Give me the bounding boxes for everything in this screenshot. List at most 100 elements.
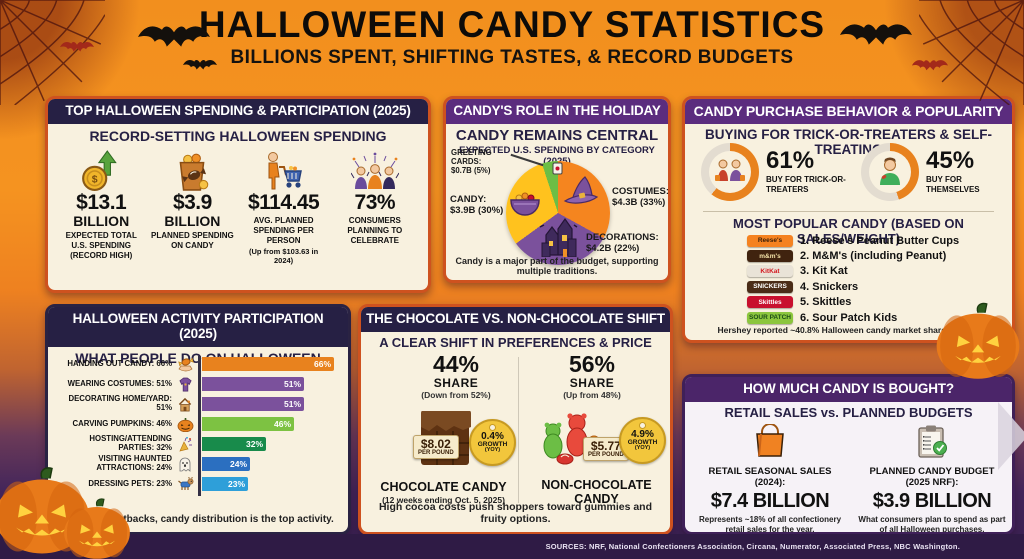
retail-sales-desc: Represents ~18% of all confectionery ret…: [698, 514, 842, 534]
stat-candy-spending: $3.9 BILLION PLANNED SPENDING ON CANDY: [149, 148, 235, 265]
bar-fill: 46%: [202, 417, 294, 431]
bar-row: DRESSING PETS: 23% 23%: [54, 474, 342, 494]
activity-caption: Even with cutbacks, candy distribution i…: [62, 514, 334, 525]
chocolate-column: 44% SHARE (Down from 52%): [397, 353, 515, 401]
bar-row: WEARING COSTUMES: 51% 51%: [54, 374, 342, 394]
pie-label-name: GREETING CARDS:: [451, 148, 492, 166]
trick-or-treaters-icon: [715, 159, 745, 181]
pie-label-costumes: COSTUMES: $4.3B (33%): [612, 186, 669, 209]
candy-bag-icon: [179, 153, 209, 191]
stat-value: 73%: [354, 190, 396, 214]
mms-brand-chip: m&m's: [747, 250, 793, 263]
stat-value: $3.9: [172, 190, 212, 214]
page-title: HALLOWEEN CANDY STATISTICS: [198, 4, 826, 45]
sources-bar: SOURCES: NRF, National Confectioners Ass…: [0, 534, 1024, 559]
bar-row: CARVING PUMPKINS: 46% 46%: [54, 414, 342, 434]
popular-candy-list: Reese's 1. Reese's Peanut Butter Cups m&m…: [685, 233, 1012, 325]
page-title-block: HALLOWEEN CANDY STATISTICS BILLIONS SPEN…: [0, 4, 1024, 69]
bar-row: VISITING HAUNTED ATTRACTIONS: 24% 24%: [54, 454, 342, 474]
donut-label: BUY FOR THEMSELVES: [926, 175, 980, 194]
donut-self-treating: 45% BUY FOR THEMSELVES: [861, 143, 1006, 201]
snickers-brand-chip: SNICKERS: [747, 280, 793, 293]
bar-value: 23%: [227, 479, 245, 489]
spending-stats: $ $13.1 BILLION EXPECTED TOTAL U.S. SPEN…: [48, 144, 428, 265]
chocolate-change: (Down from 52%): [421, 390, 491, 400]
sour-patch-brand-chip: SOUR PATCH: [747, 311, 793, 324]
house-decor-icon: [178, 397, 192, 411]
list-item: SNICKERS 4. Snickers: [685, 279, 1012, 294]
growth-word: GROWTH: [477, 440, 508, 448]
stat-total-spending: $ $13.1 BILLION EXPECTED TOTAL U.S. SPEN…: [58, 148, 144, 265]
panel-spending-header: TOP HALLOWEEN SPENDING & PARTICIPATION (…: [48, 99, 428, 124]
bar-fill: 51%: [202, 377, 304, 391]
popular-candy-title: MOST POPULAR CANDY (BASED ON SALES/WEIGH…: [733, 216, 964, 246]
panel-activity: HALLOWEEN ACTIVITY PARTICIPATION (2025) …: [45, 304, 351, 535]
panel-behavior-header: CANDY PURCHASE BEHAVIOR & POPULARITY: [685, 99, 1012, 125]
growth-pct: 4.9%: [631, 428, 654, 440]
shift-subheader: A CLEAR SHIFT IN PREFERENCES & PRICE: [379, 334, 652, 350]
chocolate-name-block: CHOCOLATE CANDY (12 weeks ending Oct. 5,…: [371, 480, 516, 505]
bar-value: 46%: [273, 419, 291, 429]
chocolate-price-unit: PER POUND: [418, 450, 454, 456]
chocolate-price-badge: $8.02 PER POUND: [413, 435, 459, 459]
pie-label-value: $4.3B (33%): [612, 196, 666, 208]
celebration-group-icon: [350, 152, 399, 189]
chocolate-name: CHOCOLATE CANDY: [380, 480, 507, 494]
haunted-house-icon: [539, 217, 578, 257]
stat-label: EXPECTED TOTAL U.S. SPENDING (RECORD HIG…: [65, 230, 137, 260]
planned-budget-title: PLANNED CANDY BUDGET (2025 NRF):: [869, 466, 995, 489]
candy-rank-text: 4. Snickers: [800, 280, 859, 293]
panel-chocolate-shift: THE CHOCOLATE VS. NON-CHOCOLATE SHIFT A …: [358, 304, 673, 535]
bar-value: 24%: [229, 459, 247, 469]
non-chocolate-price-unit: PER POUND: [588, 452, 624, 458]
svg-text:$: $: [92, 173, 98, 185]
chocolate-price: $8.02: [420, 437, 451, 451]
ghost-icon: [179, 457, 191, 472]
list-item: Skittles 5. Skittles: [685, 295, 1012, 310]
pie-label-value: $0.7B (5%): [451, 165, 491, 175]
shift-divider: [518, 357, 519, 503]
chocolate-period: (12 weeks ending Oct. 5, 2025): [382, 494, 505, 505]
retail-sales-column: RETAIL SEASONAL SALES (2024): $7.4 BILLI…: [695, 423, 845, 534]
growth-note: (YOY): [634, 445, 651, 451]
non-chocolate-name-block: NON-CHOCOLATE CANDY: [529, 478, 664, 507]
donut-ring-trick-or-treaters: [701, 143, 759, 201]
clipboard-check-icon: [918, 425, 947, 458]
party-icon: [179, 436, 192, 452]
panel-shift-header: THE CHOCOLATE VS. NON-CHOCOLATE SHIFT: [361, 307, 670, 332]
bar-fill: 51%: [202, 397, 304, 411]
growth-pct: 0.4%: [481, 430, 504, 442]
list-item: m&m's 2. M&M's (including Peanut): [685, 248, 1012, 263]
candy-rank-text: 6. Sour Patch Kids: [800, 311, 898, 324]
panel-candy-role-header: CANDY'S ROLE IN THE HOLIDAY: [446, 99, 668, 124]
pie-label-name: CANDY:: [450, 194, 487, 205]
candy-hand-icon: [177, 357, 194, 371]
bar-label: HANDING OUT CANDY: 66%: [67, 358, 172, 368]
non-chocolate-share: 56%: [568, 351, 616, 377]
chocolate-share-word: SHARE: [433, 376, 479, 390]
candy-role-caption: Candy is a major part of the budget, sup…: [455, 256, 659, 276]
non-chocolate-column: 56% SHARE (Up from 48%): [533, 351, 651, 401]
panel-spending: TOP HALLOWEEN SPENDING & PARTICIPATION (…: [45, 96, 431, 293]
pie-label-name: COSTUMES:: [612, 186, 669, 197]
candy-rank-text: 3. Kit Kat: [800, 265, 848, 278]
hershey-footnote: Hershey reported ~40.8% Halloween candy …: [717, 325, 980, 335]
decorative-arrow: [998, 402, 1024, 470]
candy-bowl-icon: [510, 192, 540, 216]
chocolate-growth-tag: 0.4% GROWTH (YOY): [469, 419, 516, 466]
candy-rank-text: 2. M&M's (including Peanut): [800, 250, 947, 263]
bar-value: 51%: [283, 379, 301, 389]
bar-value: 32%: [245, 439, 263, 449]
dog-costume-icon: [177, 477, 193, 490]
growth-word: GROWTH: [627, 438, 658, 446]
bar-fill: 32%: [202, 437, 266, 451]
bar-label: CARVING PUMPKINS: 46%: [72, 418, 172, 428]
bar-fill: 24%: [202, 457, 250, 471]
stat-value: $114.45: [247, 190, 320, 214]
panel-spending-subheader: RECORD-SETTING HALLOWEEN SPENDING: [89, 127, 387, 144]
costume-icon: [178, 377, 192, 391]
bar-row: DECORATING HOME/YARD: 51% 51%: [54, 394, 342, 414]
panel-candy-bought: HOW MUCH CANDY IS BOUGHT? RETAIL SALES v…: [682, 374, 1015, 535]
panel-purchase-behavior: CANDY PURCHASE BEHAVIOR & POPULARITY BUY…: [682, 96, 1015, 343]
